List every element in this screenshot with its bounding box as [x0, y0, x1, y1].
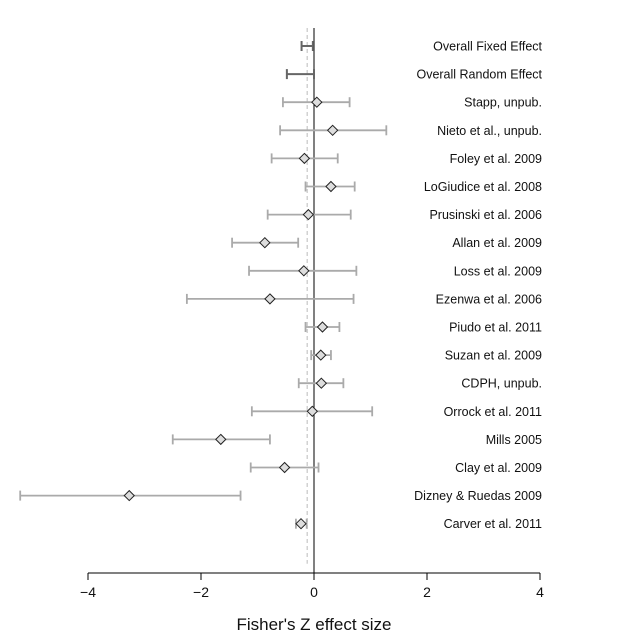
effect-marker-row-16 — [123, 489, 135, 502]
effect-marker-row-14 — [215, 433, 227, 446]
x-axis: −4 −2 0 2 4 — [80, 572, 544, 600]
effect-marker-row-9 — [264, 293, 276, 305]
study-label-row-5: LoGiudice et al. 2008 — [424, 180, 542, 194]
effect-marker-row-13 — [306, 405, 319, 418]
study-label-row-11: Suzan et al. 2009 — [445, 349, 542, 363]
study-label-row-8: Loss et al. 2009 — [454, 264, 542, 278]
effect-marker-row-5 — [325, 180, 337, 193]
study-label-row-1: Overall Random Effect — [416, 68, 542, 82]
study-labels: Overall Fixed Effect Overall Random Effec… — [414, 40, 542, 532]
effect-marker-row-4 — [298, 152, 311, 165]
effect-marker-row-12 — [315, 377, 328, 389]
study-label-row-17: Carver et al. 2011 — [444, 517, 542, 531]
x-tick-label-4: 4 — [536, 584, 544, 600]
effect-marker-row-17 — [295, 517, 307, 530]
study-label-row-12: CDPH, unpub. — [461, 377, 542, 391]
effect-marker-row-3 — [326, 124, 339, 137]
study-label-row-16: Dizney & Ruedas 2009 — [414, 489, 542, 503]
study-label-row-10: Piudo et al. 2011 — [449, 321, 542, 335]
study-label-row-13: Orrock et al. 2011 — [444, 405, 542, 419]
effect-marker-row-10 — [316, 321, 329, 333]
study-label-row-3: Nieto et al., unpub. — [437, 124, 542, 138]
effect-marker-row-2 — [311, 96, 323, 108]
effect-marker-row-7 — [259, 236, 271, 249]
study-label-row-2: Stapp, unpub. — [464, 96, 542, 110]
effect-marker-row-15 — [278, 461, 291, 474]
x-tick-label-2: 0 — [310, 584, 318, 600]
effect-marker-row-8 — [298, 265, 310, 277]
effect-marker-row-6 — [302, 208, 315, 221]
confidence-intervals — [19, 41, 388, 529]
effect-marker-row-11 — [315, 349, 327, 361]
x-tick-label-1: −2 — [193, 584, 209, 600]
study-label-row-0: Overall Fixed Effect — [433, 40, 542, 54]
effect-markers — [123, 96, 339, 530]
study-label-row-7: Allan et al. 2009 — [452, 236, 542, 250]
study-label-row-9: Ezenwa et al. 2006 — [436, 292, 542, 306]
study-label-row-4: Foley et al. 2009 — [450, 152, 542, 166]
study-label-row-14: Mills 2005 — [486, 433, 542, 447]
x-tick-label-0: −4 — [80, 584, 96, 600]
study-label-row-6: Prusinski et al. 2006 — [429, 208, 542, 222]
x-axis-title: Fisher's Z effect size — [236, 615, 391, 634]
study-label-row-15: Clay et al. 2009 — [455, 461, 542, 475]
reference-lines — [306, 28, 315, 573]
x-tick-label-3: 2 — [423, 584, 431, 600]
